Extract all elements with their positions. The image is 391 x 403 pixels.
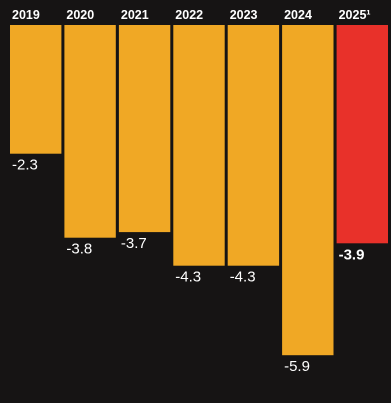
value-label: -5.9 [284, 358, 310, 375]
value-label: -4.3 [230, 269, 256, 286]
value-label: -3.9 [339, 246, 365, 263]
value-labels-group: -2.3 -3.8 -3.7 -4.3 -4.3 -5.9 -3.9 [12, 157, 364, 376]
bar-2024 [282, 25, 334, 356]
value-label: -2.3 [12, 157, 38, 174]
year-label: 2022 [175, 8, 203, 22]
bar-2025 [336, 25, 388, 244]
year-label: 2019 [12, 8, 40, 22]
value-label: -3.7 [121, 235, 147, 252]
year-label: 2021 [121, 8, 149, 22]
value-label: -4.3 [175, 269, 201, 286]
year-label: 2025¹ [339, 8, 371, 22]
bar-2019 [10, 25, 62, 154]
bars-group [10, 25, 388, 356]
year-label: 2023 [230, 8, 258, 22]
bar-2023 [227, 25, 280, 266]
bar-2022 [173, 25, 225, 266]
year-label: 2024 [284, 8, 312, 22]
bar-2020 [64, 25, 116, 238]
value-label: -3.8 [66, 241, 92, 258]
year-labels-group: 2019 2020 2021 2022 2023 2024 2025¹ [12, 8, 371, 22]
bar-2021 [118, 25, 171, 233]
year-label: 2020 [66, 8, 94, 22]
